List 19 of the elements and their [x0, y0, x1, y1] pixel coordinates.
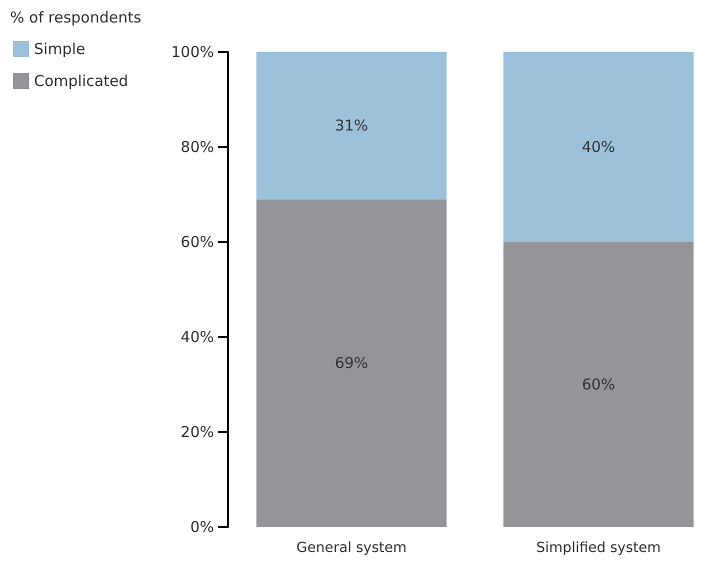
- y-tick-label: 40%: [180, 328, 214, 346]
- y-tick-label: 100%: [171, 43, 214, 61]
- bar: [256, 52, 447, 200]
- data-label: 40%: [582, 138, 616, 156]
- data-label: 60%: [582, 376, 616, 394]
- y-tick-label: 0%: [190, 518, 214, 536]
- x-tick-label: Simplified system: [536, 540, 661, 556]
- bar: [503, 242, 694, 527]
- bar: [256, 199, 447, 527]
- bar: [503, 52, 694, 242]
- legend-label: Simple: [34, 40, 86, 58]
- y-tick-label: 60%: [180, 233, 214, 251]
- data-label: 31%: [334, 116, 368, 135]
- y-tick-label: 80%: [180, 138, 214, 156]
- x-tick-label: General system: [296, 540, 407, 556]
- y-tick-label: 20%: [180, 423, 214, 441]
- y-axis-title: % of respondents: [10, 8, 142, 26]
- data-label: 69%: [334, 354, 368, 372]
- legend-label: Complicated: [34, 72, 128, 90]
